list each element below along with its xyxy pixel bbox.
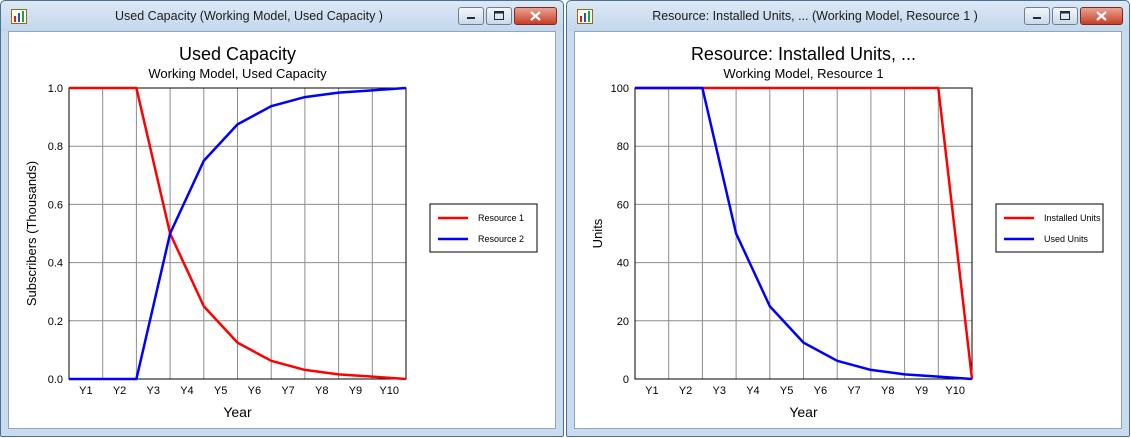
legend-box [995, 203, 1104, 253]
x-tick-label: Y5 [214, 385, 227, 397]
chart-subtitle: Working Model, Resource 1 [723, 66, 883, 81]
y-tick-label: 0.8 [48, 141, 63, 153]
plot-frame [68, 87, 407, 380]
chart-window-installed-units: Resource: Installed Units, ... (Working … [566, 0, 1130, 437]
legend-label: Resource 1 [478, 213, 524, 223]
chart-title: Used Capacity [179, 44, 296, 64]
chart-area: Used Capacity Working Model, Used Capacit… [8, 31, 556, 429]
x-tick-label: Y4 [180, 385, 193, 397]
window-title: Used Capacity (Working Model, Used Capac… [115, 9, 383, 23]
y-tick-label: 60 [617, 199, 629, 211]
y-tick-label: 0 [623, 374, 629, 386]
x-tick-label: Y8 [881, 385, 894, 397]
maximize-icon [494, 11, 504, 20]
x-tick-label: Y4 [746, 385, 759, 397]
legend-label: Resource 2 [478, 234, 524, 244]
x-tick-label: Y1 [79, 385, 92, 397]
window-titlebar[interactable]: Used Capacity (Working Model, Used Capac… [1, 1, 563, 31]
window-titlebar[interactable]: Resource: Installed Units, ... (Working … [567, 1, 1129, 31]
window-title: Resource: Installed Units, ... (Working … [652, 9, 978, 23]
y-tick-label: 0.0 [48, 374, 63, 386]
x-tick-label: Y10 [945, 385, 965, 397]
y-axis-label: Units [590, 218, 605, 248]
y-tick-label: 0.6 [48, 199, 63, 211]
x-axis-label: Year [789, 404, 818, 420]
x-tick-label: Y5 [780, 385, 793, 397]
maximize-icon [1060, 11, 1070, 20]
close-icon [530, 11, 541, 21]
line-chart-installed-units: Resource: Installed Units, ... Working Mo… [590, 44, 1104, 420]
minimize-button[interactable] [1024, 7, 1050, 25]
minimize-icon [467, 17, 475, 19]
series-line-resource-1 [69, 86, 407, 381]
y-tick-label: 40 [617, 258, 629, 270]
legend-label: Used Units [1044, 234, 1089, 244]
chart-app-icon[interactable] [577, 9, 593, 24]
close-button[interactable] [1080, 7, 1123, 25]
chart-window-used-capacity: Used Capacity (Working Model, Used Capac… [0, 0, 564, 437]
x-tick-label: Y9 [915, 385, 928, 397]
legend-box [429, 203, 538, 253]
y-tick-label: 0.2 [48, 316, 63, 328]
series-line-used-units [635, 86, 973, 381]
x-tick-label: Y7 [847, 385, 860, 397]
x-tick-label: Y10 [379, 385, 399, 397]
close-button[interactable] [514, 7, 557, 25]
y-tick-label: 80 [617, 141, 629, 153]
line-chart-used-capacity: Used Capacity Working Model, Used Capacit… [24, 44, 538, 420]
maximize-button[interactable] [1052, 7, 1078, 25]
maximize-button[interactable] [486, 7, 512, 25]
x-tick-label: Y3 [147, 385, 160, 397]
chart-app-icon[interactable] [11, 9, 27, 24]
y-axis-label: Subscribers (Thousands) [24, 161, 39, 306]
y-tick-label: 1.0 [48, 83, 63, 95]
chart-area: Resource: Installed Units, ... Working Mo… [574, 31, 1122, 429]
x-tick-label: Y6 [248, 385, 261, 397]
chart-subtitle: Working Model, Used Capacity [148, 66, 327, 81]
close-icon [1096, 11, 1107, 21]
chart-title: Resource: Installed Units, ... [691, 44, 916, 64]
x-tick-label: Y2 [113, 385, 126, 397]
x-tick-label: Y9 [349, 385, 362, 397]
x-tick-label: Y7 [281, 385, 294, 397]
y-tick-label: 20 [617, 316, 629, 328]
minimize-icon [1033, 17, 1041, 19]
x-tick-label: Y2 [679, 385, 692, 397]
x-tick-label: Y6 [814, 385, 827, 397]
x-tick-label: Y8 [315, 385, 328, 397]
x-tick-label: Y3 [713, 385, 726, 397]
legend-label: Installed Units [1044, 213, 1101, 223]
y-tick-label: 100 [611, 83, 629, 95]
series-line-resource-2 [69, 86, 407, 381]
y-tick-label: 0.4 [48, 258, 63, 270]
minimize-button[interactable] [458, 7, 484, 25]
x-tick-label: Y1 [645, 385, 658, 397]
x-axis-label: Year [223, 404, 252, 420]
